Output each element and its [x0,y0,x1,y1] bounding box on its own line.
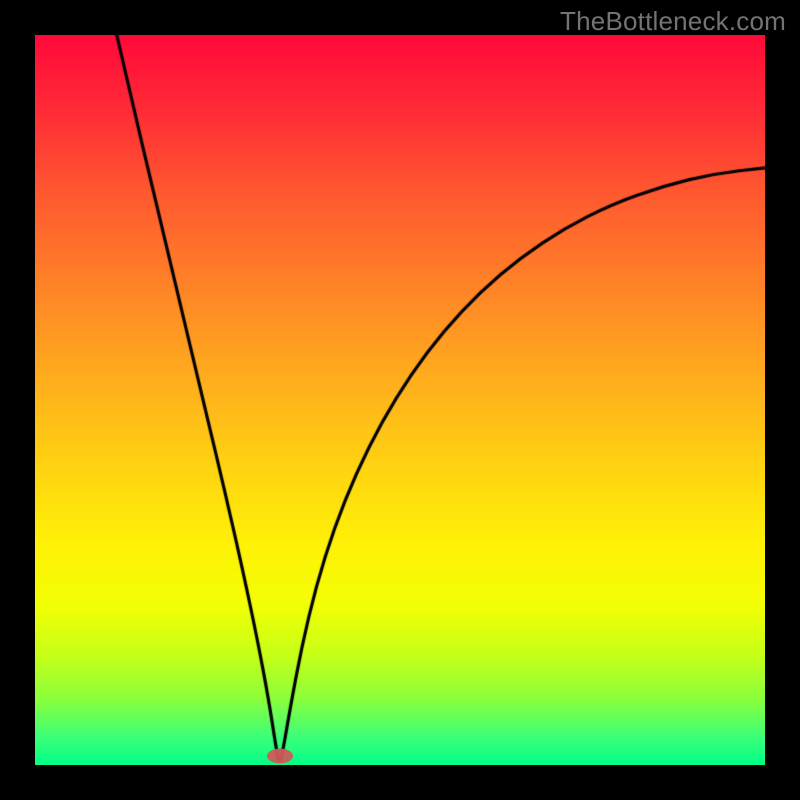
bottleneck-curve [35,35,765,765]
watermark-text: TheBottleneck.com [560,6,786,37]
plot-area [35,35,765,765]
optimal-point-marker [267,749,293,764]
